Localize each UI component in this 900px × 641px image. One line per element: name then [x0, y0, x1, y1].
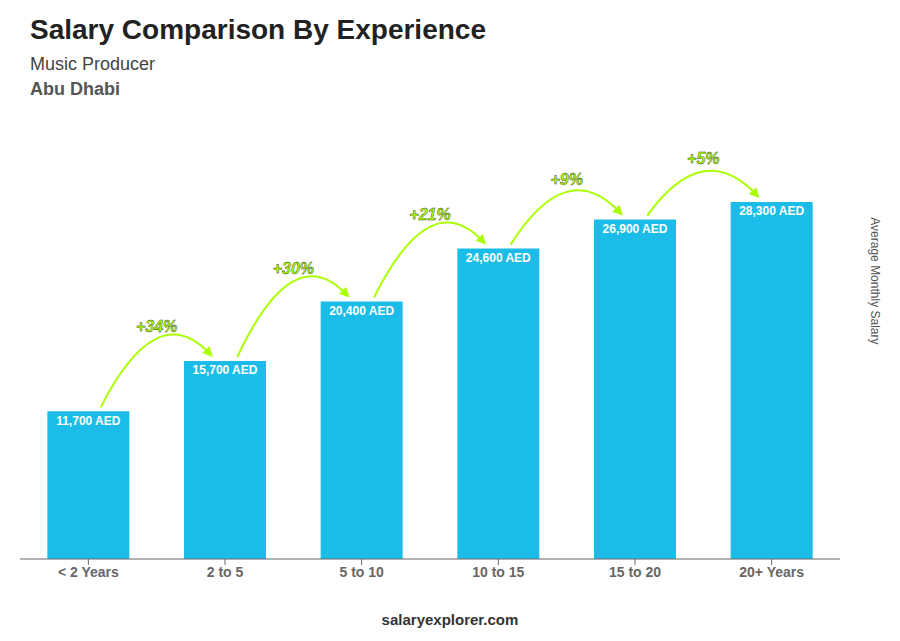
svg-text:15 to 20: 15 to 20 — [609, 564, 661, 580]
svg-text:+5%: +5% — [687, 150, 719, 167]
svg-text:10 to 15: 10 to 15 — [472, 564, 524, 580]
svg-text:+30%: +30% — [273, 260, 314, 277]
svg-text:20,400 AED: 20,400 AED — [329, 304, 394, 318]
svg-text:2 to 5: 2 to 5 — [207, 564, 244, 580]
svg-text:+9%: +9% — [550, 171, 582, 188]
svg-text:5 to 10: 5 to 10 — [339, 564, 384, 580]
svg-text:+21%: +21% — [409, 206, 450, 223]
svg-text:26,900 AED: 26,900 AED — [603, 222, 668, 236]
svg-text:Average Monthly Salary: Average Monthly Salary — [868, 217, 882, 344]
html-text:Music Producer: Music Producer — [30, 54, 155, 74]
html-text:Salary Comparison By Experienc: Salary Comparison By Experience — [30, 14, 486, 45]
svg-text:15,700 AED: 15,700 AED — [193, 363, 258, 377]
svg-text:11,700 AED: 11,700 AED — [56, 414, 121, 428]
svg-text:+34%: +34% — [136, 318, 177, 335]
svg-text:< 2 Years: < 2 Years — [58, 564, 119, 580]
svg-text:28,300 AED: 28,300 AED — [739, 204, 804, 218]
svg-text:20+ Years: 20+ Years — [739, 564, 804, 580]
html-text:salaryexplorer.com: salaryexplorer.com — [381, 611, 519, 628]
html-text:Abu Dhabi: Abu Dhabi — [30, 79, 120, 99]
svg-text:24,600 AED: 24,600 AED — [466, 251, 531, 265]
